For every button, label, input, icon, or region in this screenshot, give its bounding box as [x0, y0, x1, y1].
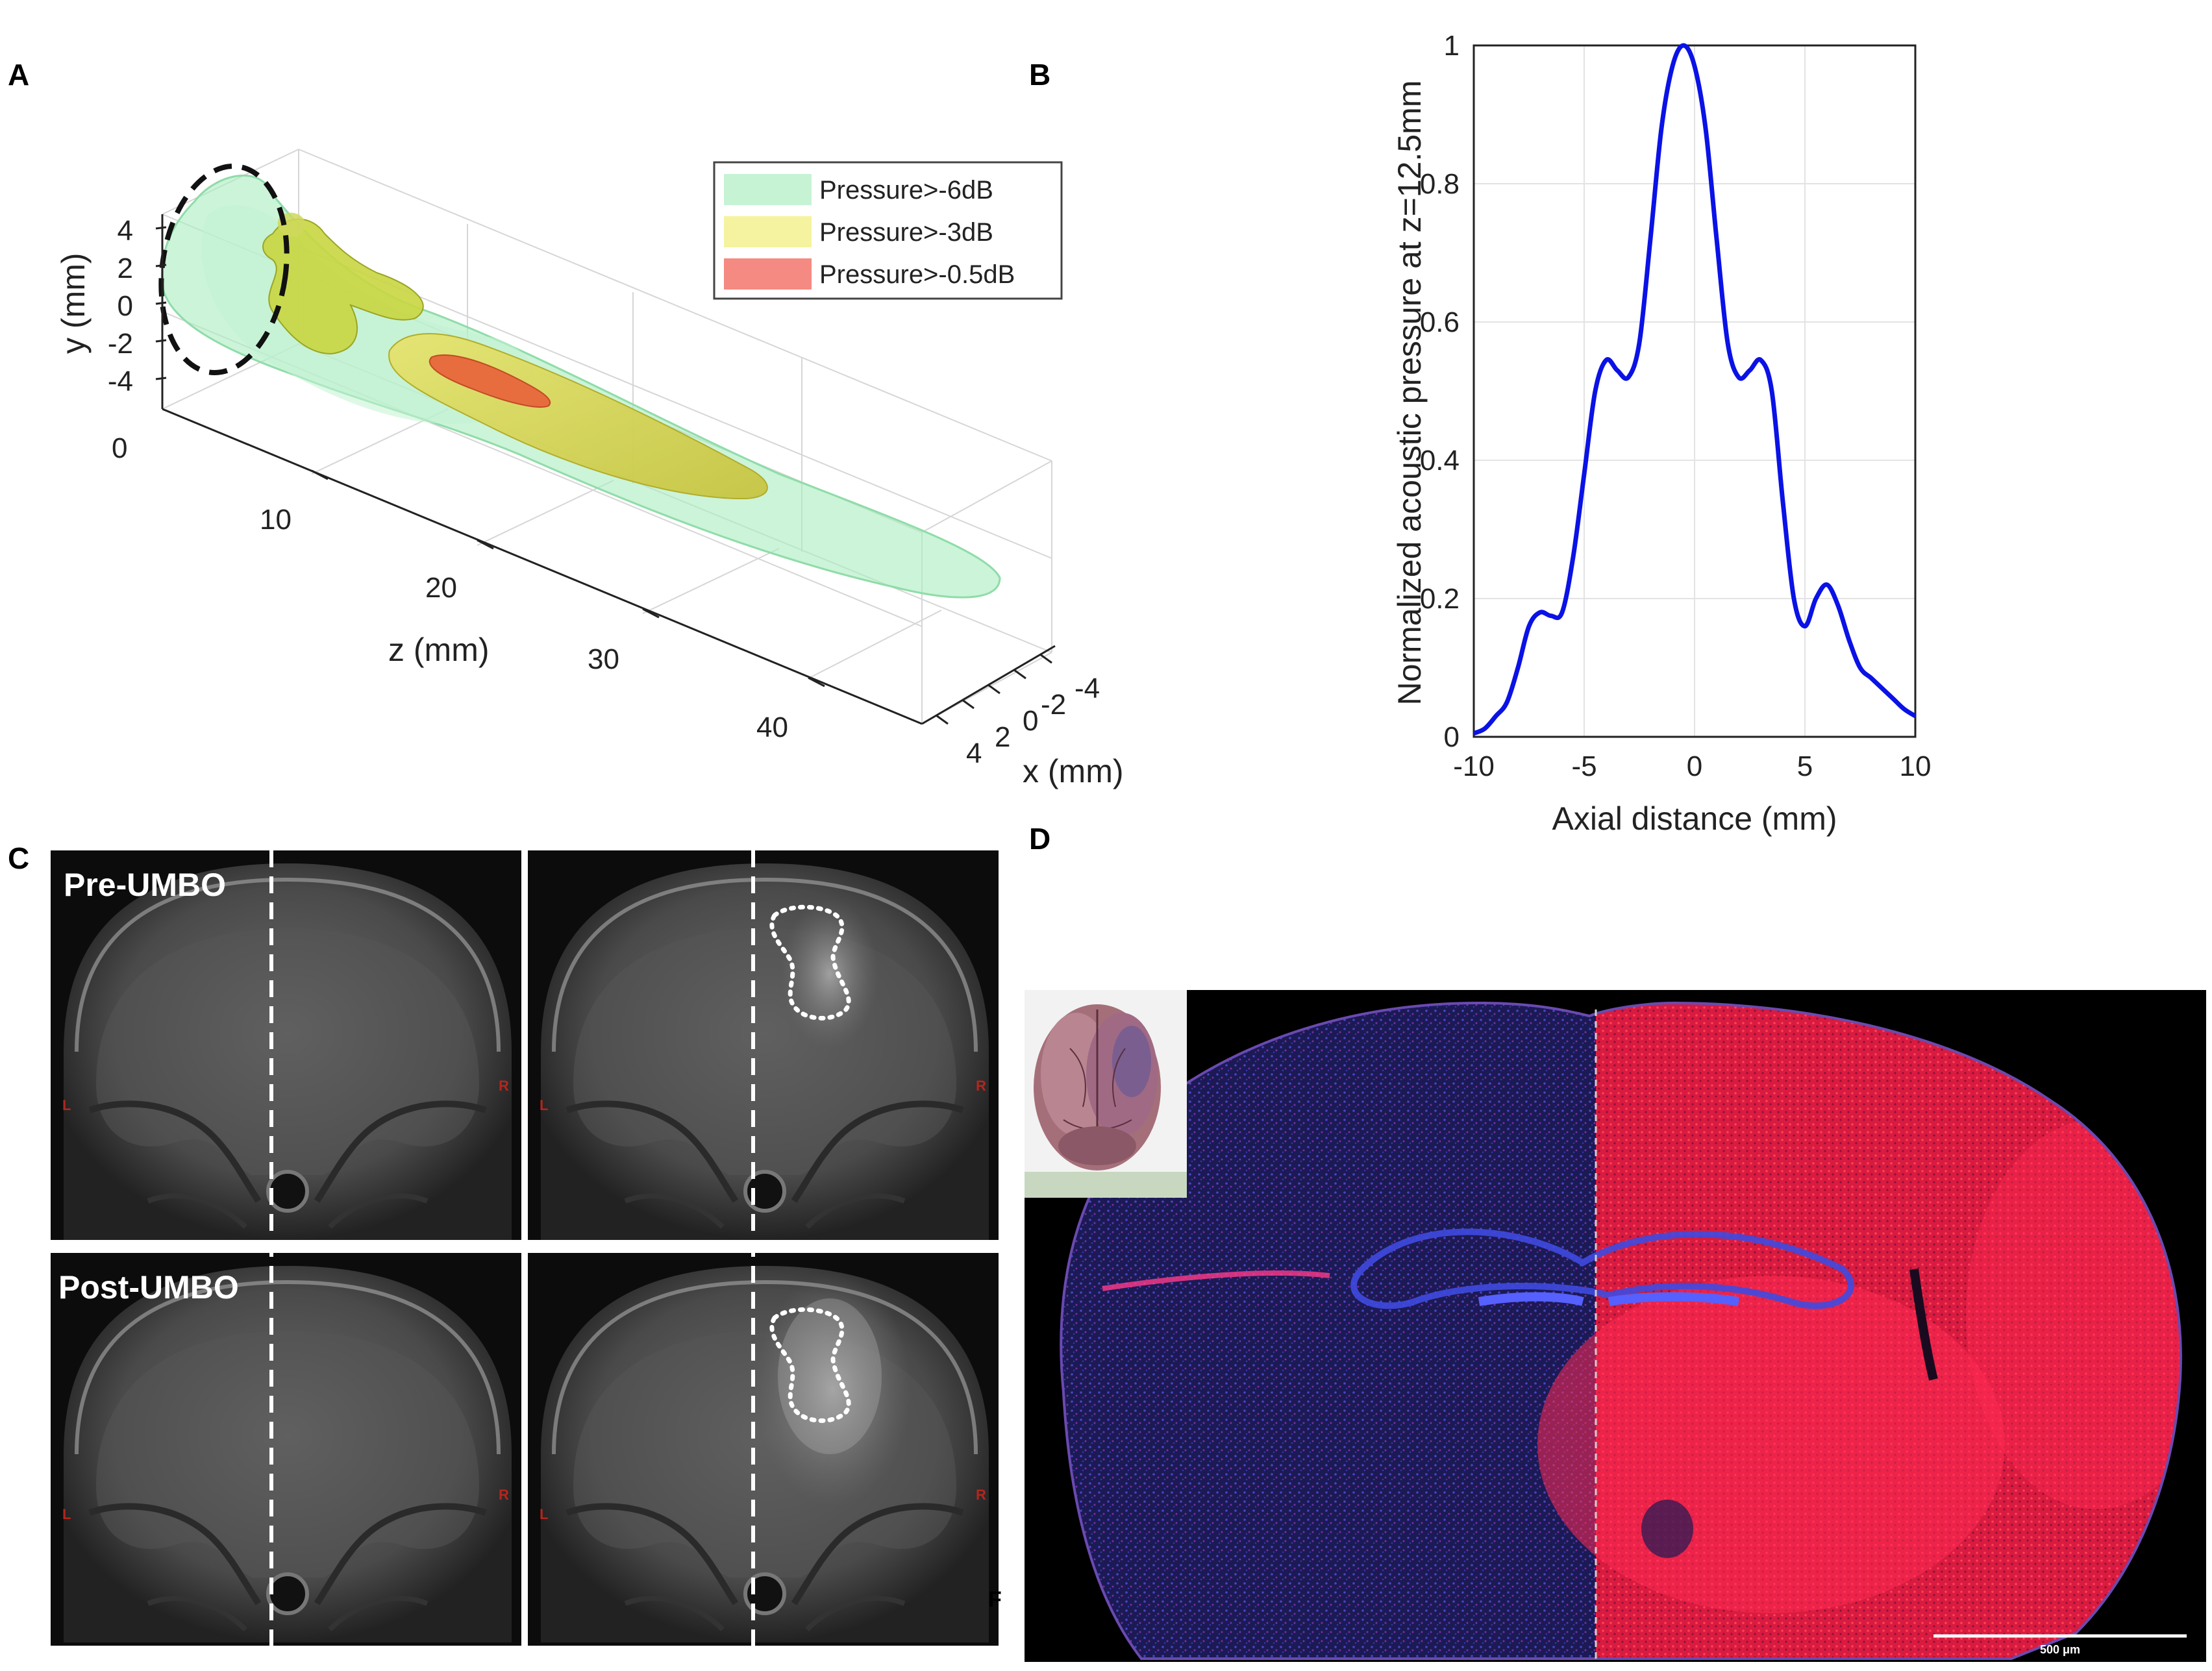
panel-b-line-chart: -10 -5 0 5 10 0 0.2 0.4 0.6 0.8 1 Axial distance (…	[1391, 30, 1932, 837]
left-marker: L	[62, 1097, 71, 1113]
z-tick: 40	[756, 712, 788, 743]
x-tick: -2	[1041, 689, 1066, 721]
x-tick-label: 10	[1900, 750, 1932, 782]
chart-x-axis-label: Axial distance (mm)	[1552, 800, 1837, 837]
pressure-3db-nearfield	[262, 218, 424, 355]
y-tick: 2	[118, 253, 133, 284]
y-tick: 4	[118, 215, 133, 247]
mri-post-right: L R	[528, 1253, 999, 1646]
z-axis-label: z (mm)	[388, 632, 490, 668]
pressure-05db-volume	[429, 354, 551, 408]
x-tick-label: 5	[1797, 750, 1813, 782]
y-tick-label: 0.2	[1420, 583, 1460, 615]
chart-ticks: -10 -5 0 5 10 0 0.2 0.4 0.6 0.8 1	[1420, 30, 1932, 782]
pressure-series-line	[1473, 43, 1917, 736]
panel-label-c: C	[8, 841, 30, 875]
x-tick-label: 0	[1687, 750, 1702, 782]
y-tick: -2	[108, 328, 133, 360]
x-tick-label: -5	[1571, 750, 1597, 782]
panel-c-mri-grid: L R L R L R L R Pre-UMBO Post-UMBO	[51, 850, 999, 1655]
panel-label-a: A	[8, 58, 30, 92]
y-tick-label: 0.6	[1420, 306, 1460, 338]
left-marker: L	[62, 1506, 71, 1522]
right-marker: R	[499, 1078, 509, 1094]
post-umbo-label: Post-UMBO	[58, 1269, 239, 1306]
z-tick: 0	[112, 432, 127, 464]
bbb-opening-outline	[769, 904, 851, 1021]
legend-label: Pressure>-6dB	[819, 176, 993, 204]
bbb-opening-outline	[769, 1307, 851, 1423]
brain-photo-inset	[1025, 990, 1187, 1198]
y-tick-label: 0.4	[1420, 445, 1460, 477]
panel-a-axes	[155, 214, 1056, 725]
legend-swatch-05db	[724, 258, 812, 290]
x-tick-label: -10	[1453, 750, 1495, 782]
y-tick: 0	[118, 290, 133, 322]
x-tick: 2	[995, 721, 1010, 753]
legend: Pressure>-6dB Pressure>-3dB Pressure>-0.…	[713, 161, 1063, 300]
mri-post-left: L R	[51, 1253, 521, 1646]
z-tick: 30	[588, 643, 619, 675]
legend-swatch-6db	[724, 174, 812, 205]
x-tick: 0	[1023, 705, 1038, 737]
legend-swatch-3db	[724, 216, 812, 247]
x-axis-label: x (mm)	[1023, 753, 1124, 789]
right-marker: R	[976, 1487, 986, 1503]
y-tick-label: 1	[1444, 30, 1460, 62]
y-tick: -4	[108, 365, 133, 397]
left-marker: L	[540, 1506, 548, 1522]
x-tick: -4	[1075, 673, 1100, 704]
legend-label: Pressure>-3dB	[819, 218, 993, 247]
legend-label: Pressure>-0.5dB	[819, 260, 1015, 289]
scale-bar-label: 500 μm	[2040, 1643, 2080, 1656]
panel-label-d: D	[1029, 822, 1051, 856]
left-marker: L	[540, 1097, 548, 1113]
pre-umbo-label: Pre-UMBO	[64, 867, 226, 903]
right-marker: R	[499, 1487, 509, 1503]
y-tick-label: 0.8	[1420, 168, 1460, 200]
stray-mark: F	[988, 1587, 1002, 1612]
z-tick: 10	[260, 504, 292, 536]
panel-a-3d-plot: 4 2 0 -2 -4 y (mm) 0 10 20 30 40 z (mm) …	[55, 149, 1124, 789]
y-tick-label: 0	[1444, 721, 1460, 753]
chart-plot-frame	[1473, 44, 1917, 738]
right-marker: R	[976, 1078, 986, 1094]
panel-label-b: B	[1029, 58, 1051, 92]
mri-pre-left: L R	[51, 850, 521, 1240]
mri-pre-right: L R	[528, 850, 999, 1240]
chart-y-axis-label: Normalized acoustic pressure at z=12.5mm	[1391, 80, 1428, 706]
x-tick: 4	[966, 737, 982, 769]
panel-d-histology: 500 μm	[1025, 990, 2206, 1662]
y-axis-label: y (mm)	[55, 253, 92, 354]
z-tick: 20	[425, 572, 457, 604]
